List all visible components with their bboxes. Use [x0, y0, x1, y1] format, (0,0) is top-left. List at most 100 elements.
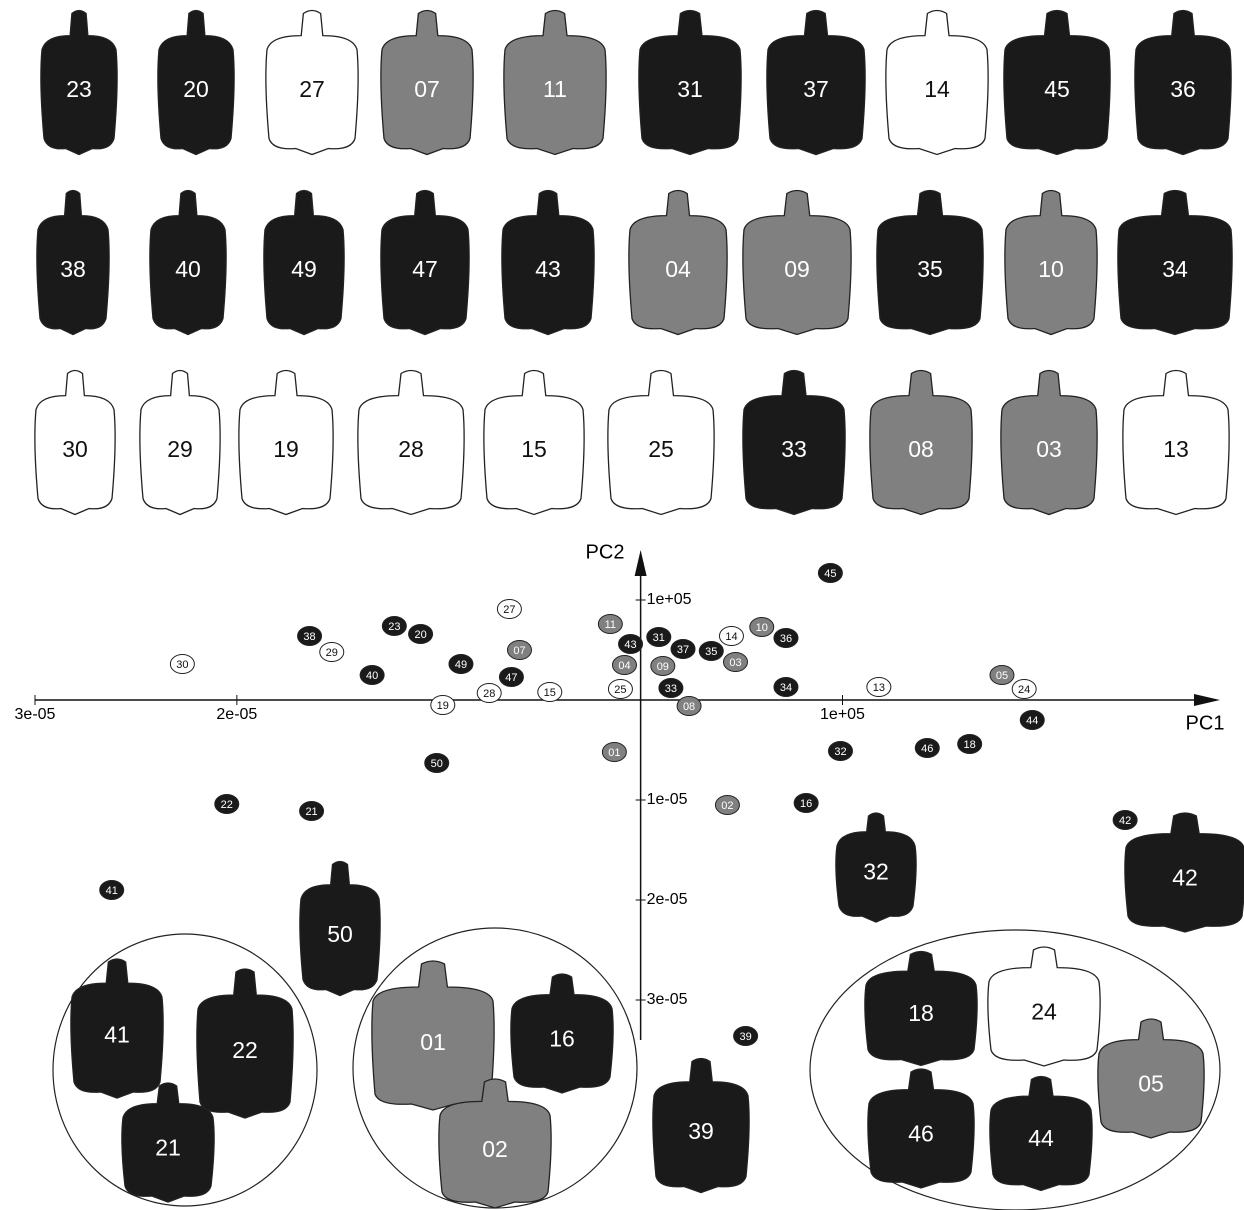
y-tick-label: 2e-05 [647, 891, 688, 908]
point [866, 677, 892, 697]
point [476, 683, 502, 703]
point [496, 599, 522, 619]
specimen-label: 07 [414, 76, 440, 102]
point [319, 642, 345, 662]
specimen-label: 38 [60, 256, 86, 282]
specimen-outline [1004, 189, 1098, 336]
specimen-outline [139, 369, 221, 516]
specimen-label: 35 [917, 256, 943, 282]
specimen-label: 15 [521, 436, 547, 462]
point-label: 30 [176, 659, 188, 671]
specimen-label: 29 [167, 436, 193, 462]
specimen-label: 01 [420, 1029, 446, 1055]
point [646, 627, 672, 647]
point [448, 654, 474, 674]
point-label: 03 [729, 657, 741, 669]
specimen-label: 44 [1028, 1125, 1054, 1151]
point [359, 665, 385, 685]
point-label: 09 [657, 661, 669, 673]
point-label: 35 [705, 646, 717, 658]
specimen-outline [876, 189, 984, 336]
y-tick-label: 1e+05 [647, 591, 692, 608]
specimen-outline [987, 946, 1101, 1067]
point [1011, 679, 1037, 699]
specimen-label: 47 [412, 256, 438, 282]
specimen-label: 50 [327, 921, 353, 947]
specimen-outline [742, 369, 846, 516]
point [408, 624, 434, 644]
point-label: 15 [544, 687, 556, 699]
specimen-label: 14 [924, 76, 950, 102]
specimen-label: 04 [665, 256, 691, 282]
specimen-outline [1134, 9, 1232, 156]
specimen-outline [149, 189, 227, 336]
point [618, 634, 644, 654]
specimen-label: 32 [863, 859, 889, 885]
point-label: 27 [503, 604, 515, 616]
specimen-outline [1117, 189, 1233, 336]
specimen-label: 30 [62, 436, 88, 462]
point-label: 39 [739, 1031, 751, 1043]
point-label: 24 [1018, 684, 1030, 696]
y-axis-arrow [634, 550, 647, 576]
point-label: 19 [437, 700, 449, 712]
point-label: 40 [366, 670, 378, 682]
specimen-outline [34, 369, 116, 516]
x-axis-arrow [1194, 694, 1220, 706]
point [1112, 810, 1138, 830]
point-label: 45 [824, 568, 836, 580]
specimen-outline [196, 968, 294, 1119]
specimen-label: 45 [1044, 76, 1070, 102]
specimen-label: 10 [1038, 256, 1064, 282]
specimen-label: 43 [535, 256, 561, 282]
specimen-label: 03 [1036, 436, 1062, 462]
point [676, 696, 702, 716]
x-axis-title: PC1 [1186, 712, 1225, 734]
point-label: 34 [780, 682, 792, 694]
point-label: 22 [221, 799, 233, 811]
point [698, 641, 724, 661]
specimen-outline [380, 189, 470, 336]
point [537, 682, 563, 702]
point-label: 11 [605, 619, 616, 631]
specimen-outline [1003, 9, 1111, 156]
specimen-label: 21 [155, 1134, 181, 1160]
specimen-label: 20 [183, 76, 209, 102]
point-label: 05 [996, 670, 1008, 682]
specimen-outline [835, 812, 917, 923]
point [1019, 710, 1045, 730]
specimen-outline [263, 189, 345, 336]
point [381, 616, 407, 636]
point-label: 01 [608, 747, 620, 759]
specimen-label: 46 [908, 1120, 934, 1146]
point [299, 801, 325, 821]
point [658, 678, 684, 698]
specimen-label: 13 [1163, 436, 1189, 462]
specimen-label: 25 [648, 436, 674, 462]
point-label: 04 [618, 660, 630, 672]
specimen-outline [742, 189, 852, 336]
point [99, 880, 125, 900]
specimen-label: 42 [1172, 864, 1198, 890]
point-label: 50 [431, 758, 443, 770]
point-label: 18 [964, 739, 976, 751]
point [718, 626, 744, 646]
specimen-label: 41 [104, 1021, 130, 1047]
specimen-outline [121, 1082, 215, 1203]
point [670, 639, 696, 659]
specimen-outline [1122, 369, 1230, 516]
point-label: 31 [653, 632, 665, 644]
point-label: 41 [106, 885, 118, 897]
specimen-label: 19 [273, 436, 299, 462]
specimen-outline [885, 9, 989, 156]
specimen-outline [157, 9, 235, 156]
x-tick-label: 1e+05 [820, 706, 865, 723]
point [714, 795, 740, 815]
specimen-outline [864, 950, 978, 1067]
point [506, 640, 532, 660]
point-label: 44 [1026, 715, 1038, 727]
specimen-outline [1097, 1018, 1205, 1139]
specimen-label: 49 [291, 256, 317, 282]
point-label: 37 [677, 644, 689, 656]
specimen-outline [989, 1075, 1093, 1192]
